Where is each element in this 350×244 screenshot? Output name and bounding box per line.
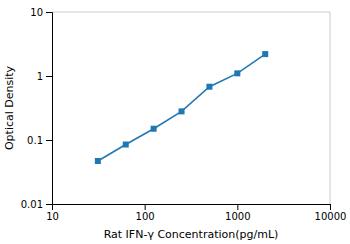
frame (330, 12, 331, 204)
x-axis: 10 100 1000 10000 (46, 204, 346, 222)
plot-area: 10 100 1000 10000 0.01 0.1 1 10 (21, 7, 347, 222)
y-axis-title: Optical Density (3, 65, 16, 150)
chart: 10 100 1000 10000 0.01 0.1 1 10 Rat IFN-γ Concen… (0, 0, 350, 244)
tick: 100 (136, 204, 155, 222)
marker (123, 142, 129, 148)
tick-label: 10000 (315, 211, 347, 222)
tick: 10000 (315, 204, 347, 222)
tick: 0.01 (21, 199, 52, 210)
marker (234, 70, 240, 76)
tick: 0.1 (27, 135, 52, 146)
tick-label: 1 (37, 71, 43, 82)
tick: 1 (37, 71, 52, 82)
axis-line (53, 205, 331, 211)
tick-mark (46, 204, 52, 205)
tick: 10 (30, 7, 52, 18)
tick-mark (330, 204, 331, 210)
marker (179, 108, 185, 114)
marker (151, 126, 157, 132)
axis-line (46, 13, 53, 205)
tick: 10 (46, 204, 59, 222)
tick-mark (46, 76, 52, 77)
line (98, 54, 265, 161)
y-axis: 0.01 0.1 1 10 (21, 7, 53, 210)
tick-label: 1000 (225, 211, 250, 222)
tick-label: 10 (46, 211, 59, 222)
marker (206, 84, 212, 90)
tick-label: 0.1 (27, 135, 43, 146)
x-axis-title: Rat IFN-γ Concentration(pg/mL) (104, 228, 279, 241)
tick-mark (145, 204, 146, 210)
tick-label: 0.01 (21, 199, 43, 210)
tick-label: 10 (30, 7, 43, 18)
tick-mark (46, 12, 52, 13)
tick-mark (46, 140, 52, 141)
marker (95, 158, 101, 164)
marker (262, 51, 268, 57)
data-layer (95, 51, 268, 164)
tick: 1000 (225, 204, 250, 222)
frame (52, 12, 330, 13)
tick-mark (237, 204, 238, 210)
tick-label: 100 (136, 211, 155, 222)
